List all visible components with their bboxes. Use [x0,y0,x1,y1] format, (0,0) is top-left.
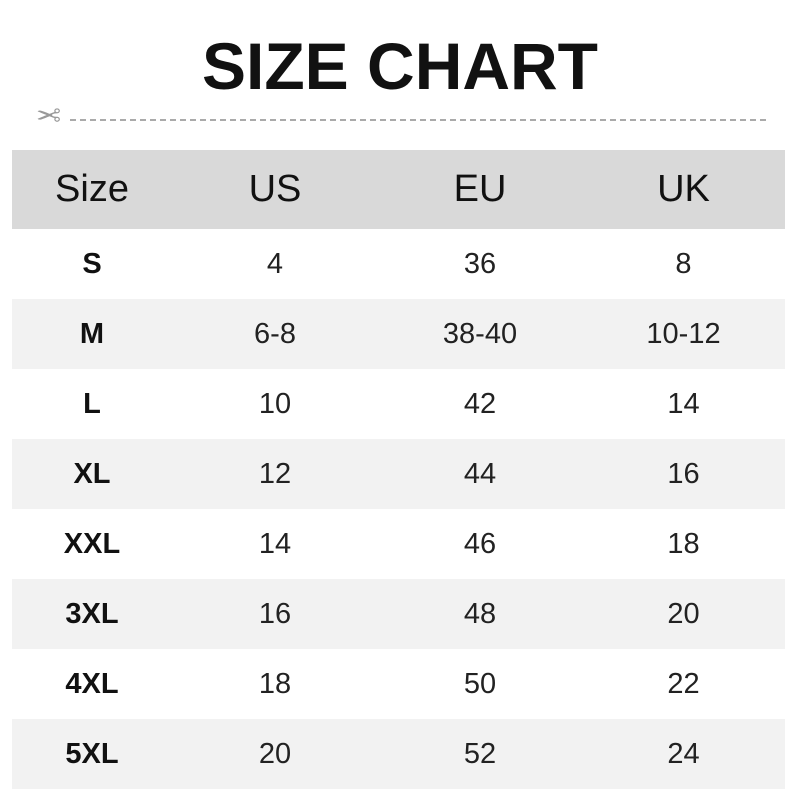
cell-eu: 42 [463,387,497,420]
header-eu: EU [453,168,507,210]
cut-line: ✂ [36,100,766,133]
cell-eu: 50 [463,667,497,700]
table-header-row: Size US EU UK [12,150,785,229]
cell-uk: 20 [667,597,700,630]
table-row: M 6-8 38-40 10-12 [12,299,785,369]
table-row: XL 12 44 16 [12,439,785,509]
cell-us: 20 [258,737,292,770]
table-row: 4XL 18 50 22 [12,649,785,719]
size-table: Size US EU UK S 4 36 8 M 6-8 38-40 10-12 L 10 42 14… [12,150,785,789]
cell-us: 18 [258,667,292,700]
cell-us: 10 [258,387,292,420]
cell-eu: 38-40 [442,317,518,350]
cell-size: S [82,247,102,280]
cell-us: 12 [258,457,292,490]
cell-uk: 8 [675,247,692,280]
header-uk: UK [657,168,710,210]
cell-eu: 44 [463,457,497,490]
cell-uk: 22 [667,667,700,700]
cell-size: 4XL [65,667,119,700]
table-row: 5XL 20 52 24 [12,719,785,789]
cell-size: 5XL [65,737,119,770]
cell-size: L [83,387,101,420]
cell-uk: 24 [667,737,700,770]
cell-size: XXL [63,527,121,560]
cell-size: M [79,317,105,350]
table-row: L 10 42 14 [12,369,785,439]
scissors-icon: ✂ [36,100,62,133]
header-us: US [248,168,302,210]
cell-us: 4 [266,247,284,280]
cell-us: 14 [258,527,292,560]
cell-eu: 36 [463,247,497,280]
cell-size: XL [73,457,111,490]
cell-uk: 14 [667,387,700,420]
cell-size: 3XL [65,597,119,630]
table-row: 3XL 16 48 20 [12,579,785,649]
cell-eu: 48 [463,597,497,630]
cell-eu: 52 [463,737,497,770]
cell-uk: 18 [667,527,700,560]
cell-eu: 46 [463,527,497,560]
table-row: S 4 36 8 [12,229,785,299]
cell-uk: 10-12 [646,317,721,350]
cell-us: 16 [258,597,292,630]
header-size: Size [55,168,129,210]
page-title: SIZE CHART [202,29,598,103]
dashed-divider [70,119,766,121]
cell-uk: 16 [667,457,700,490]
table-row: XXL 14 46 18 [12,509,785,579]
cell-us: 6-8 [254,317,296,350]
